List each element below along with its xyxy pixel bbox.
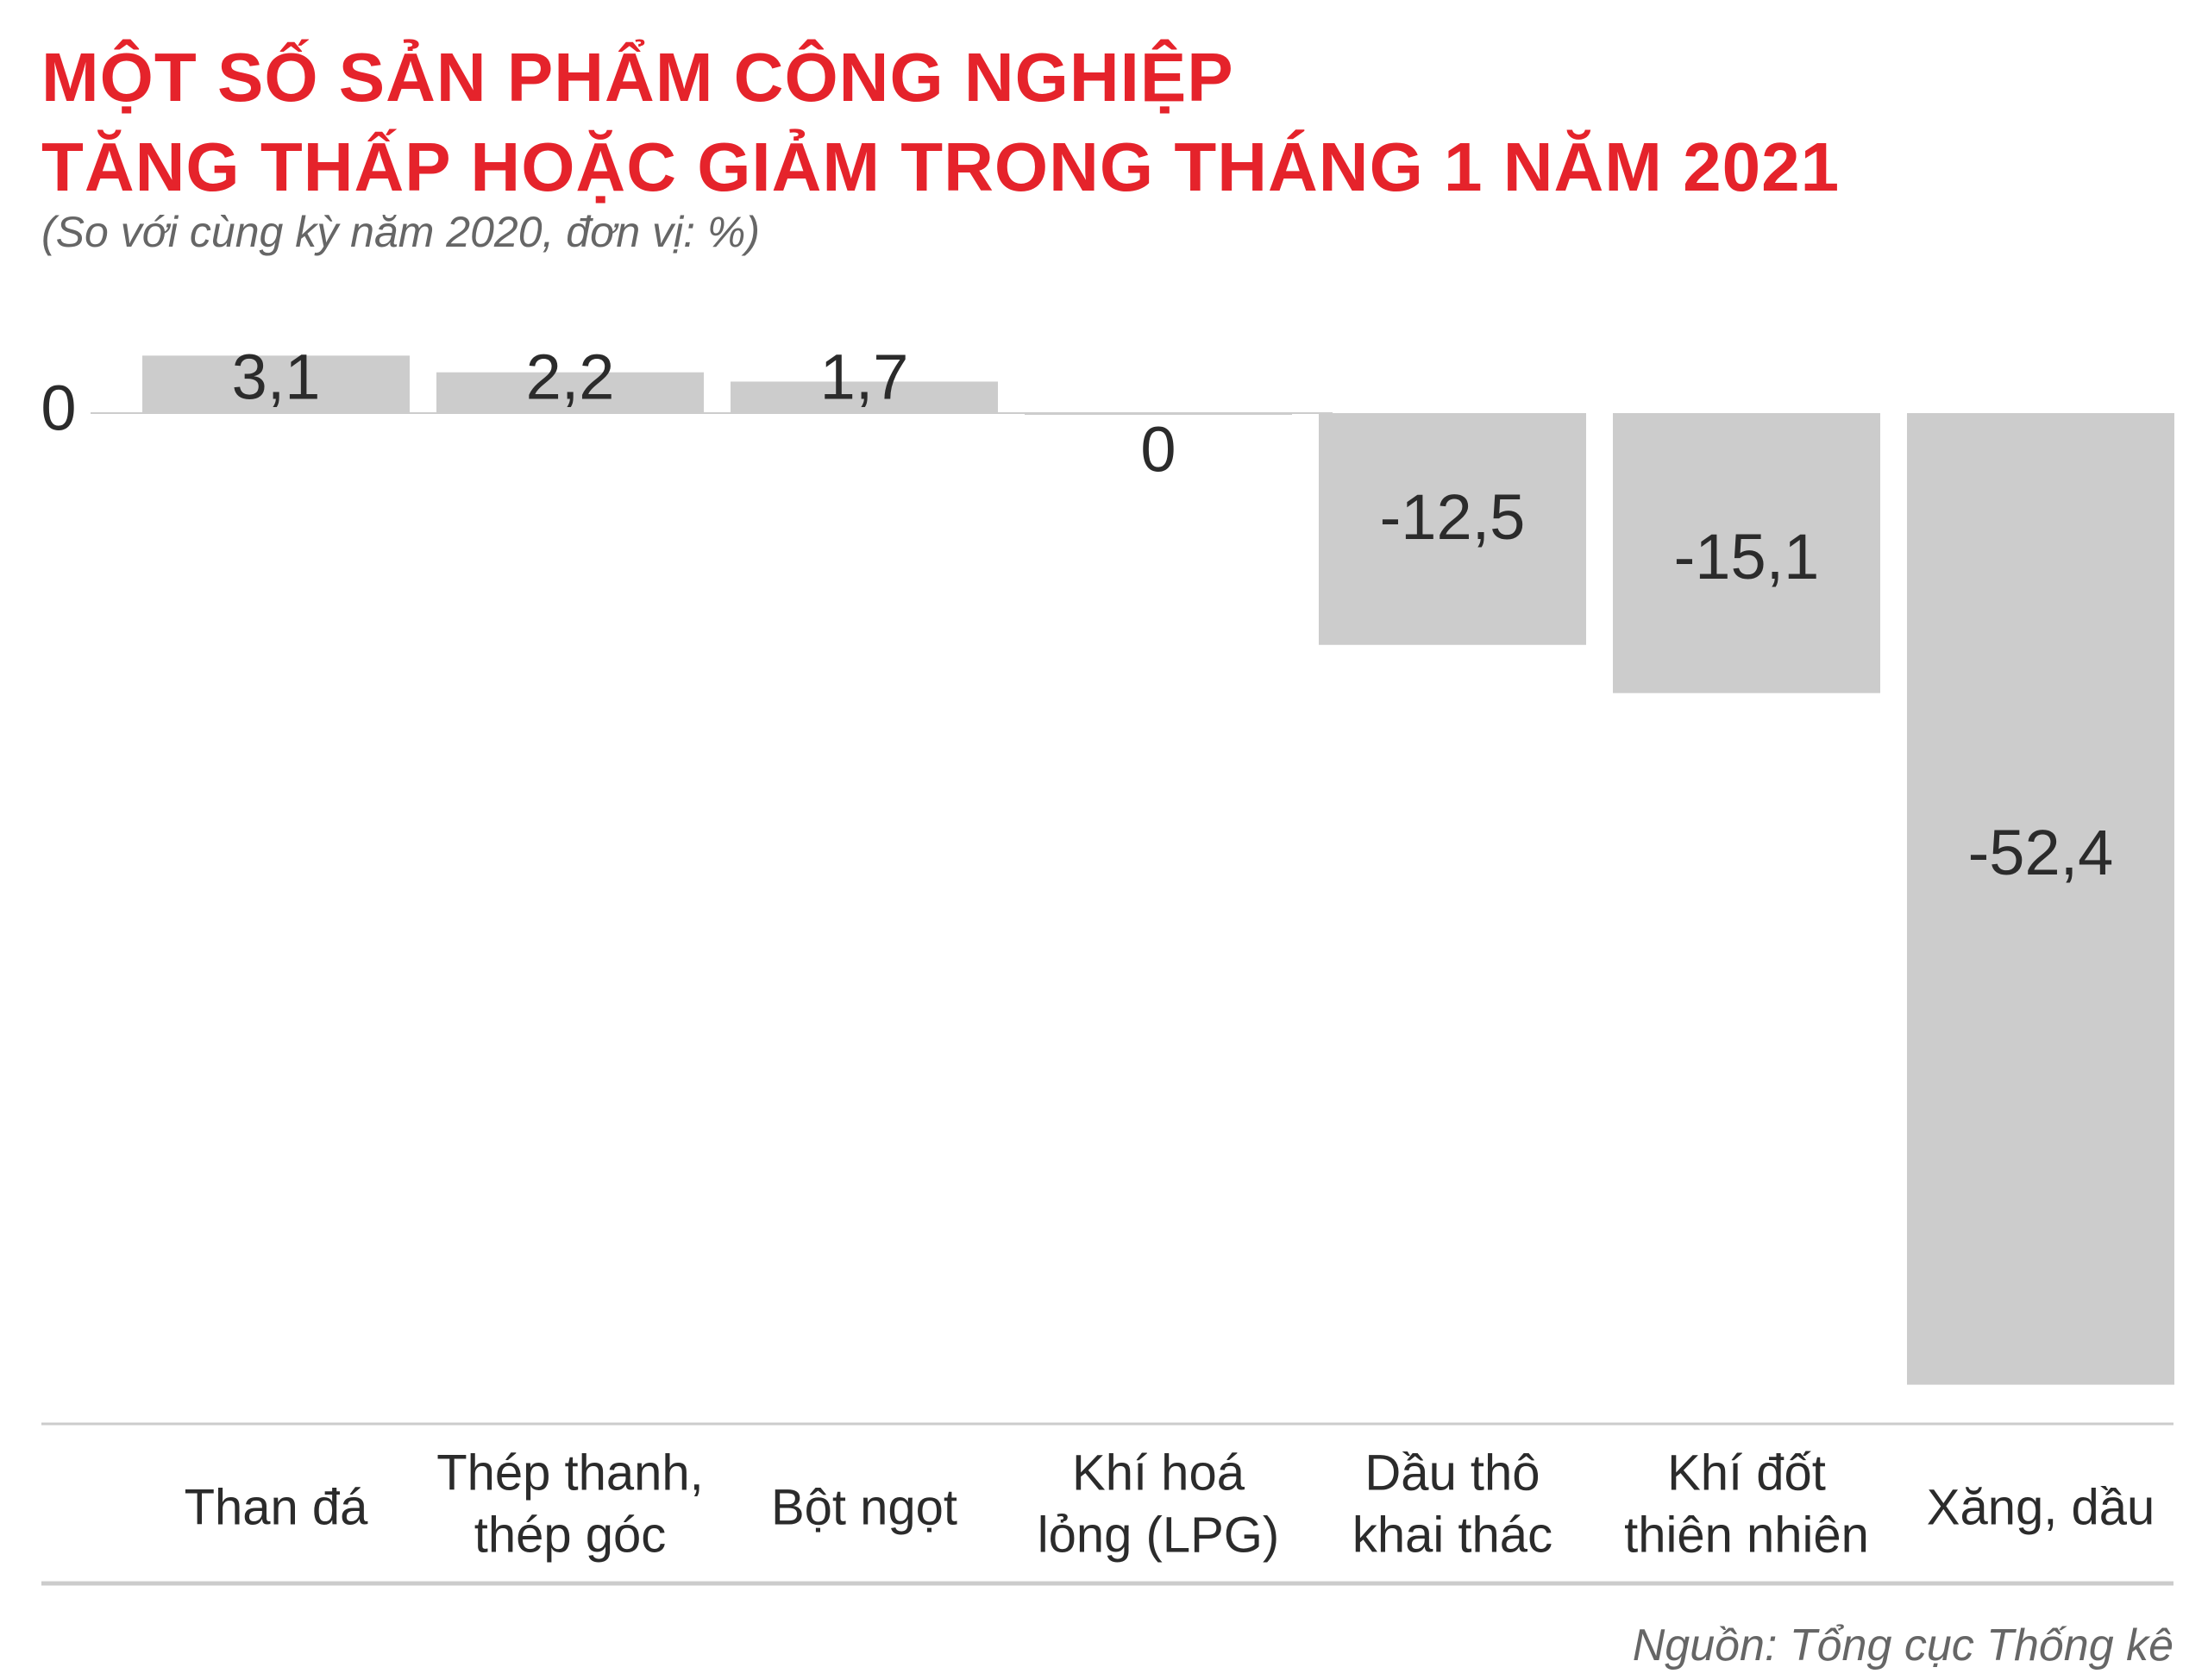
bar-value-label: 0 — [1140, 414, 1176, 486]
category-label: Than đá — [185, 1479, 369, 1535]
category-label: Thép thanh, — [436, 1445, 704, 1501]
bar-value-label: -52,4 — [1968, 817, 2114, 888]
category-label: Dầu thô — [1364, 1445, 1540, 1501]
value-labels-group: 3,1 2,2 1,7 0 -12,5 -15,1 -52,4 — [232, 342, 2114, 888]
category-label: khai thác — [1352, 1507, 1552, 1563]
bar-value-label: 3,1 — [232, 342, 321, 413]
category-label: Khí đốt — [1667, 1445, 1826, 1501]
bar — [1319, 413, 1586, 645]
bars-group — [142, 355, 2174, 1385]
bar — [731, 381, 998, 413]
bar — [1907, 413, 2174, 1385]
source-note: Nguồn: Tổng cục Thống kê — [1632, 1620, 2174, 1671]
chart-title-line-1: MỘT SỐ SẢN PHẨM CÔNG NGHIỆP — [41, 39, 1234, 116]
bar-value-label: -15,1 — [1674, 521, 1820, 592]
bar-value-label: 2,2 — [526, 342, 615, 413]
chart-subtitle: (So với cùng kỳ năm 2020, đơn vị: %) — [41, 208, 761, 256]
category-label: thiên nhiên — [1624, 1507, 1869, 1563]
chart-title: MỘT SỐ SẢN PHẨM CÔNG NGHIỆP TĂNG THẤP HO… — [41, 33, 1840, 212]
category-label: thép góc — [474, 1507, 667, 1563]
bar — [436, 372, 704, 413]
category-label: Khí hoá — [1072, 1445, 1245, 1501]
bar-value-label: 1,7 — [820, 342, 909, 413]
chart-title-line-2: TĂNG THẤP HOẶC GIẢM TRONG THÁNG 1 NĂM 20… — [41, 129, 1841, 205]
bar-value-label: -12,5 — [1380, 481, 1526, 553]
category-label: Xăng, dầu — [1927, 1479, 2155, 1535]
zero-axis-label: 0 — [41, 373, 76, 444]
category-label: Bột ngọt — [771, 1479, 957, 1535]
category-label: lỏng (LPG) — [1038, 1507, 1279, 1563]
category-labels-group: Than đá Thép thanh, thép góc Bột ngọt Khí ho… — [185, 1445, 2155, 1563]
bar — [142, 355, 410, 413]
bar — [1613, 413, 1880, 693]
